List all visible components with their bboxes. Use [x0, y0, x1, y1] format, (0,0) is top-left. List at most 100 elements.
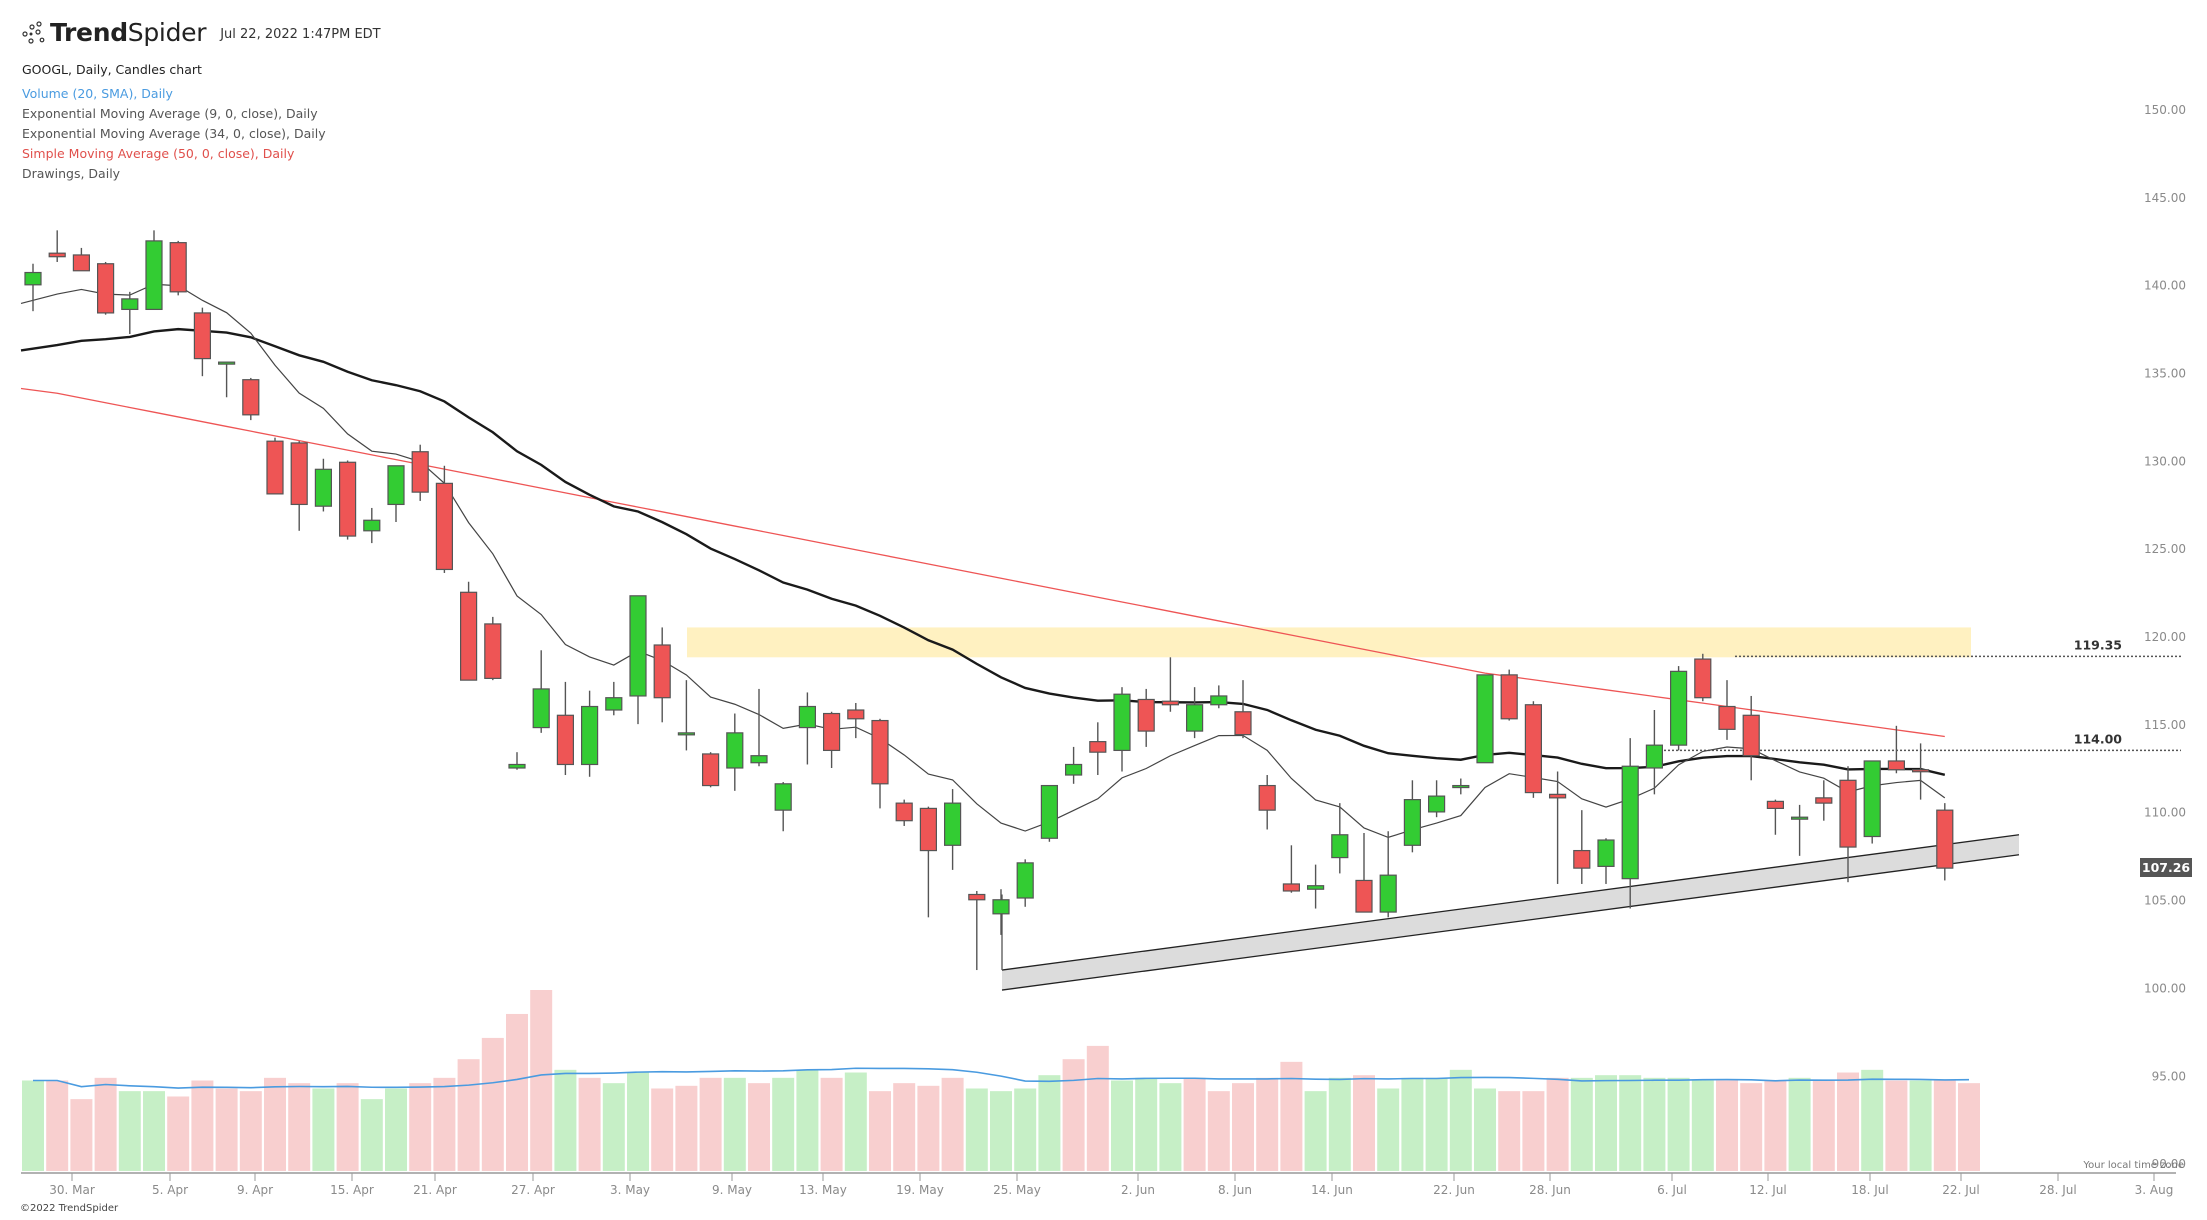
candle-up[interactable]	[1597, 839, 1615, 867]
chart-title: GOOGL, Daily, Candles chart	[22, 62, 202, 77]
candle-up[interactable]	[145, 240, 163, 311]
support-channel[interactable]	[1002, 834, 2019, 991]
candle-down[interactable]	[556, 714, 575, 766]
candle-up[interactable]	[943, 802, 962, 846]
candle-up[interactable]	[121, 298, 139, 311]
candle-up[interactable]	[1185, 704, 1204, 732]
candle-up[interactable]	[1669, 670, 1688, 746]
candle-down[interactable]	[653, 644, 671, 699]
candle-down[interactable]	[48, 252, 66, 258]
candle-up[interactable]	[1403, 799, 1422, 846]
candle-down[interactable]	[1258, 784, 1276, 811]
candle-down[interactable]	[701, 753, 720, 787]
volume-bar	[893, 1083, 916, 1171]
candle-up[interactable]	[1113, 693, 1131, 752]
candle-down[interactable]	[460, 591, 478, 681]
candle-up[interactable]	[24, 271, 42, 286]
candle-up[interactable]	[1331, 834, 1349, 859]
candle-down[interactable]	[1887, 760, 1906, 771]
candle-up[interactable]	[1790, 816, 1809, 820]
volume-bar	[1183, 1077, 1206, 1171]
candle-down[interactable]	[435, 482, 453, 571]
candle-up[interactable]	[218, 361, 236, 365]
candle-down[interactable]	[1355, 879, 1373, 913]
candle-up[interactable]	[677, 732, 696, 736]
candle-down[interactable]	[169, 242, 187, 293]
candle-down[interactable]	[1911, 769, 1930, 773]
candle-down[interactable]	[1936, 809, 1954, 869]
candle-down[interactable]	[339, 461, 357, 537]
candle-up[interactable]	[1306, 885, 1325, 890]
price-level-label: 119.35	[2074, 637, 2122, 652]
candle-up[interactable]	[1476, 674, 1494, 764]
candle-up[interactable]	[580, 705, 599, 766]
candle-down[interactable]	[1694, 658, 1712, 699]
candle-up[interactable]	[798, 705, 817, 729]
candle-down[interactable]	[1524, 704, 1543, 794]
copyright: ©2022 TrendSpider	[20, 1203, 119, 1214]
candle-down[interactable]	[266, 440, 284, 495]
candle-up[interactable]	[1621, 765, 1639, 880]
candle-down[interactable]	[1766, 800, 1785, 810]
candle-up[interactable]	[992, 899, 1010, 915]
candle-up[interactable]	[363, 519, 381, 532]
legend-ema-34[interactable]: Exponential Moving Average (34, 0, close…	[22, 126, 326, 141]
candle-down[interactable]	[290, 442, 308, 506]
volume-bar	[748, 1083, 770, 1171]
candle-down[interactable]	[1282, 883, 1301, 892]
legend-drawings[interactable]: Drawings, Daily	[22, 166, 121, 181]
volume-bar	[1449, 1069, 1472, 1171]
candle-down[interactable]	[242, 379, 260, 416]
legend-ema-9[interactable]: Exponential Moving Average (9, 0, close)…	[22, 106, 318, 121]
candle-up[interactable]	[1452, 784, 1470, 789]
candle-up[interactable]	[1064, 763, 1083, 776]
channel-top-line[interactable]	[1001, 834, 2020, 971]
candle-down[interactable]	[1234, 711, 1252, 736]
candle-down[interactable]	[1573, 849, 1591, 869]
candle-down[interactable]	[1161, 700, 1180, 706]
candle-down[interactable]	[919, 807, 938, 852]
candle-up[interactable]	[314, 468, 332, 507]
candle-up[interactable]	[1427, 795, 1446, 813]
candle-down[interactable]	[1500, 674, 1518, 720]
candle-up[interactable]	[1016, 862, 1034, 899]
candle-down[interactable]	[96, 263, 115, 314]
volume-bar	[1788, 1077, 1811, 1171]
y-axis-label: 100.00	[2144, 981, 2186, 995]
legend-volume[interactable]: Volume (20, SMA), Daily	[22, 86, 173, 101]
candle-down[interactable]	[1718, 705, 1736, 730]
candle-down[interactable]	[1548, 793, 1567, 799]
volume-bar	[1522, 1091, 1545, 1171]
candle-up[interactable]	[1379, 874, 1397, 913]
candle-up[interactable]	[1210, 695, 1228, 706]
candle-down[interactable]	[847, 709, 865, 720]
candle-down[interactable]	[822, 712, 841, 752]
candle-down[interactable]	[193, 312, 211, 360]
candle-down[interactable]	[1742, 714, 1760, 757]
candle-down[interactable]	[1839, 779, 1857, 848]
candle-up[interactable]	[726, 732, 744, 769]
candle-up[interactable]	[387, 465, 405, 506]
candle-up[interactable]	[1645, 744, 1664, 769]
candle-down[interactable]	[72, 254, 91, 272]
legend-sma-50[interactable]: Simple Moving Average (50, 0, close), Da…	[22, 146, 295, 161]
candle-down[interactable]	[968, 893, 986, 901]
candle-up[interactable]	[532, 688, 550, 729]
candle-up[interactable]	[750, 755, 768, 764]
candle-down[interactable]	[484, 623, 502, 679]
candle-down[interactable]	[1815, 797, 1833, 804]
candle-down[interactable]	[1089, 741, 1107, 753]
candle-up[interactable]	[774, 783, 792, 811]
candle-down[interactable]	[871, 719, 889, 785]
candle-down[interactable]	[411, 451, 429, 493]
candle-up[interactable]	[629, 595, 647, 697]
candle-up[interactable]	[1863, 760, 1881, 838]
candle-down[interactable]	[1137, 698, 1155, 732]
candle-up[interactable]	[605, 697, 623, 711]
candle-up[interactable]	[1040, 784, 1059, 839]
candle-up[interactable]	[508, 763, 526, 769]
candle-down[interactable]	[895, 802, 913, 822]
channel-bottom-line[interactable]	[1001, 854, 2020, 991]
volume-bar	[1086, 1045, 1109, 1171]
